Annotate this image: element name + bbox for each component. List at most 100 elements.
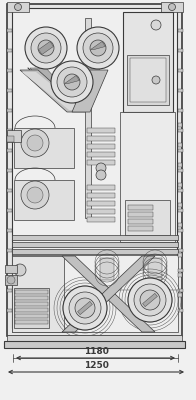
Bar — [7, 308, 12, 312]
Bar — [87, 136, 115, 141]
Circle shape — [14, 264, 26, 276]
Circle shape — [51, 61, 93, 103]
Bar — [178, 128, 183, 132]
Bar — [14, 288, 49, 328]
Bar — [7, 128, 12, 132]
Bar — [7, 228, 12, 232]
Bar — [120, 112, 175, 242]
Circle shape — [38, 40, 54, 56]
Polygon shape — [62, 256, 155, 332]
Bar — [87, 160, 115, 165]
Bar — [87, 201, 115, 206]
Bar — [15, 320, 48, 324]
Bar — [7, 335, 182, 341]
Bar — [7, 4, 182, 336]
Bar — [87, 144, 115, 149]
Bar — [178, 188, 183, 192]
Bar — [178, 183, 182, 187]
Circle shape — [77, 27, 119, 69]
Bar — [15, 296, 48, 300]
Bar — [178, 88, 183, 92]
Bar — [178, 248, 183, 252]
Polygon shape — [68, 68, 100, 108]
Bar — [178, 123, 182, 127]
Bar — [14, 128, 74, 168]
Bar — [7, 248, 12, 252]
Bar — [7, 136, 14, 142]
Bar — [7, 28, 12, 32]
Bar — [178, 143, 182, 147]
Bar — [5, 275, 17, 285]
Circle shape — [63, 286, 107, 330]
Bar — [15, 302, 48, 306]
Bar — [15, 314, 48, 318]
Bar — [178, 208, 183, 212]
Polygon shape — [78, 301, 92, 315]
Circle shape — [27, 187, 43, 203]
Polygon shape — [62, 256, 155, 332]
Bar — [178, 28, 183, 32]
Circle shape — [21, 129, 49, 157]
Circle shape — [128, 278, 172, 322]
Bar — [15, 290, 48, 294]
Circle shape — [83, 33, 113, 63]
Bar — [178, 253, 182, 257]
Bar — [123, 12, 173, 112]
Circle shape — [134, 284, 166, 316]
Bar — [7, 208, 12, 212]
Bar — [7, 168, 12, 172]
Bar — [178, 168, 183, 172]
Bar — [87, 217, 115, 222]
Bar — [178, 293, 182, 297]
Polygon shape — [91, 42, 105, 50]
Bar — [15, 308, 48, 312]
Bar — [178, 228, 183, 232]
Bar — [7, 268, 12, 272]
Bar — [125, 200, 170, 235]
Bar — [178, 308, 183, 312]
Polygon shape — [70, 68, 86, 108]
Bar — [87, 193, 115, 198]
Circle shape — [15, 4, 22, 10]
Polygon shape — [30, 68, 82, 108]
Bar — [178, 288, 183, 292]
Bar — [85, 18, 91, 218]
Bar — [178, 273, 182, 277]
Bar — [12, 255, 178, 332]
Bar — [178, 203, 182, 207]
Polygon shape — [72, 70, 108, 112]
Circle shape — [96, 170, 106, 180]
Circle shape — [140, 290, 160, 310]
Bar — [178, 148, 183, 152]
Bar — [12, 256, 64, 332]
Circle shape — [21, 181, 49, 209]
Polygon shape — [142, 293, 157, 307]
Bar — [7, 88, 12, 92]
Bar — [130, 58, 166, 102]
Circle shape — [25, 27, 67, 69]
Circle shape — [7, 276, 15, 284]
Bar — [178, 268, 183, 272]
Polygon shape — [39, 42, 54, 54]
Bar — [161, 2, 183, 12]
Bar — [7, 148, 12, 152]
Bar — [128, 219, 153, 224]
Bar — [87, 152, 115, 157]
Bar — [7, 130, 21, 142]
Polygon shape — [64, 76, 79, 84]
Bar — [12, 235, 178, 240]
Circle shape — [69, 292, 101, 324]
Circle shape — [151, 20, 161, 30]
Text: 1250: 1250 — [83, 361, 108, 370]
Bar — [178, 48, 183, 52]
Circle shape — [169, 4, 175, 10]
Bar — [128, 226, 153, 231]
Bar — [7, 68, 12, 72]
Circle shape — [75, 298, 95, 318]
Polygon shape — [20, 70, 85, 112]
Bar — [178, 223, 182, 227]
Bar — [5, 265, 17, 273]
Bar — [128, 205, 153, 210]
Bar — [7, 108, 12, 112]
Bar — [12, 8, 177, 328]
